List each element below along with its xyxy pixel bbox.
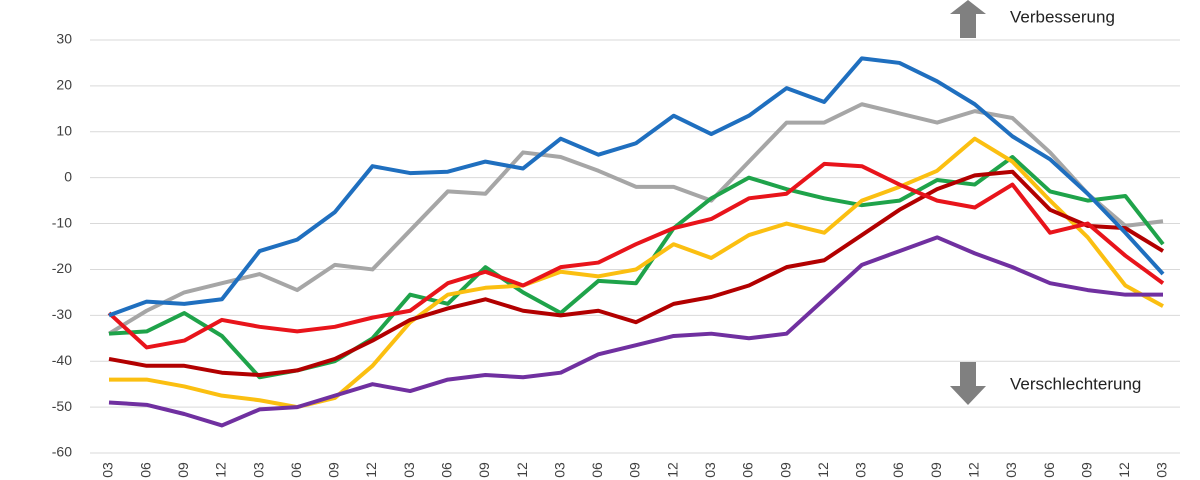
line-series — [108, 56, 1165, 318]
x-tick-label: 09 — [777, 462, 793, 478]
x-tick-label: 03 — [401, 462, 417, 478]
x-tick-label: 09 — [326, 462, 342, 478]
x-tick-label: 12 — [514, 462, 530, 478]
y-tick-label: -20 — [52, 260, 72, 276]
down-arrow — [950, 362, 986, 405]
annotation: Verschlechterung — [1010, 374, 1141, 393]
x-tick-label: 03 — [250, 462, 266, 478]
x-tick-label: 03 — [100, 462, 116, 478]
x-tick-label: 03 — [702, 462, 718, 478]
x-tick-label: 09 — [928, 462, 944, 478]
line-series — [107, 161, 1165, 350]
x-tick-label: 03 — [853, 462, 869, 478]
x-tick-label: 06 — [740, 462, 756, 478]
x-tick-label: 09 — [476, 462, 492, 478]
x-tick-label: 06 — [589, 462, 605, 478]
x-tick-label: 12 — [664, 462, 680, 478]
x-tick-label: 06 — [890, 462, 906, 478]
y-tick-label: 20 — [56, 77, 72, 93]
x-tick-label: 06 — [438, 462, 454, 478]
x-tick-label: 09 — [175, 462, 191, 478]
line-series — [109, 136, 1164, 410]
line-series — [108, 169, 1165, 377]
x-tick-label: 09 — [627, 462, 643, 478]
x-tick-label: 12 — [213, 462, 229, 478]
y-tick-label: 0 — [64, 168, 72, 184]
x-tick-label: 03 — [1003, 462, 1019, 478]
y-tick-label: 10 — [56, 122, 72, 138]
x-tick-label: 03 — [1154, 462, 1170, 478]
line-series — [107, 102, 1164, 336]
y-tick-label: -60 — [52, 444, 72, 460]
x-tick-label: 06 — [288, 462, 304, 478]
x-tick-label: 12 — [1116, 462, 1132, 478]
x-tick-label: 12 — [363, 462, 379, 478]
up-arrow — [950, 0, 986, 38]
x-tick-label: 06 — [1041, 462, 1057, 478]
x-tick-label: 06 — [137, 462, 153, 478]
y-tick-label: -50 — [52, 398, 72, 414]
y-tick-label: -30 — [52, 306, 72, 322]
x-tick-label: 12 — [815, 462, 831, 478]
x-tick-label: 03 — [551, 462, 567, 478]
annotation: Verbesserung — [1010, 7, 1115, 26]
y-tick-label: -10 — [52, 214, 72, 230]
x-tick-label: 12 — [965, 462, 981, 478]
x-tick-label: 09 — [1078, 462, 1094, 478]
y-tick-label: 30 — [56, 31, 72, 47]
y-tick-label: -40 — [52, 352, 72, 368]
line-series — [108, 235, 1163, 428]
